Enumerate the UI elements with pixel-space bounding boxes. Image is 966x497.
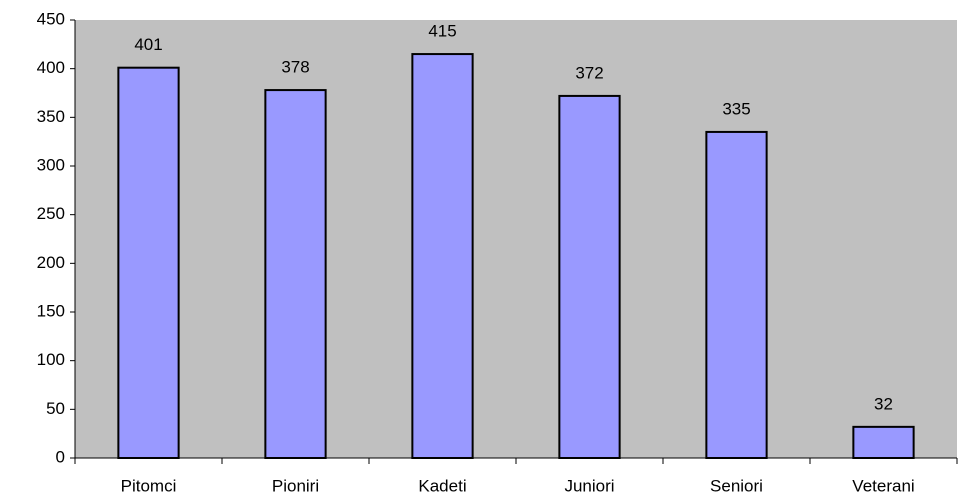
bar (264, 89, 327, 460)
x-tick-label: Juniori (564, 476, 614, 495)
data-label: 378 (281, 58, 309, 77)
bar (852, 425, 915, 459)
y-tick-label: 350 (37, 107, 65, 126)
x-tick-label: Pitomci (121, 476, 177, 495)
y-tick-label: 300 (37, 155, 65, 174)
x-tick-label: Seniori (710, 476, 763, 495)
y-tick-label: 250 (37, 204, 65, 223)
data-label: 415 (428, 22, 456, 41)
data-label: 32 (874, 394, 893, 413)
bar (705, 130, 768, 460)
bar (558, 94, 621, 459)
y-tick-label: 400 (37, 58, 65, 77)
data-label: 401 (134, 35, 162, 54)
bar (117, 66, 180, 460)
x-tick-label: Veterani (852, 476, 914, 495)
y-tick-label: 100 (37, 350, 65, 369)
y-tick-label: 150 (37, 301, 65, 320)
plot-area (75, 20, 957, 458)
data-label: 335 (722, 99, 750, 118)
x-tick-label: Pioniri (272, 476, 319, 495)
y-tick-label: 200 (37, 253, 65, 272)
y-tick-label: 50 (46, 399, 65, 418)
data-label: 372 (575, 63, 603, 82)
y-tick-label: 0 (56, 447, 65, 466)
y-tick-label: 450 (37, 9, 65, 28)
x-tick-label: Kadeti (418, 476, 466, 495)
bar (411, 53, 474, 459)
